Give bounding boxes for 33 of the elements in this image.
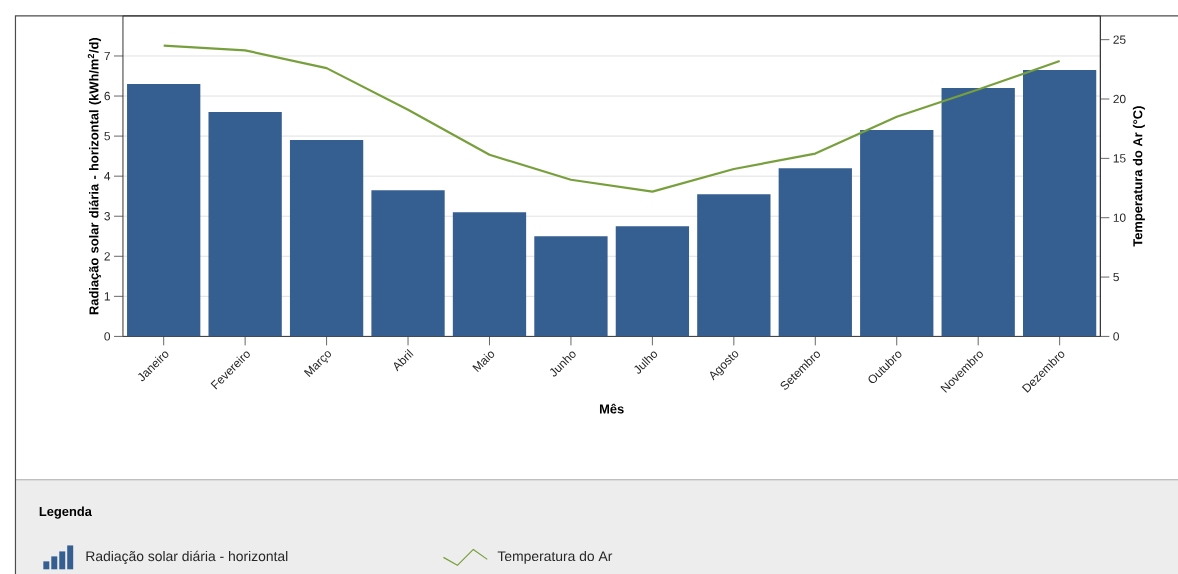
y-tick-label: 4 (104, 171, 111, 181)
y-tick-label: 2 (104, 252, 110, 261)
bar (860, 129, 934, 337)
bar (534, 236, 608, 337)
y-tick-label: 1 (104, 292, 110, 301)
bar (1023, 69, 1097, 337)
bar (778, 168, 852, 337)
bar (941, 87, 1015, 337)
line-series (162, 44, 1061, 193)
bar (371, 190, 445, 337)
y2-tick-label: 10 (1113, 213, 1126, 222)
bar (697, 194, 771, 337)
bar (452, 212, 527, 337)
y2-axis-title: Temperatura do Ar (°C) (1132, 106, 1145, 247)
bar (127, 83, 201, 337)
y2-tick-label: 20 (1113, 94, 1126, 104)
y-tick-label: 6 (104, 91, 110, 101)
y2-tick-label: 5 (1113, 272, 1119, 282)
legend-label: Radiação solar diária - horizontal (86, 550, 288, 564)
y-axis-title: Radiação solar diária - horizontal (kWh/m$^{2}$/d) (87, 37, 102, 315)
bar (208, 111, 282, 337)
bar (289, 139, 364, 337)
bar (615, 226, 690, 337)
y2-tick-label: 15 (1113, 154, 1126, 163)
y-tick-label: 3 (104, 211, 110, 221)
legend-title: Legenda (39, 506, 92, 519)
y-tick-label: 7 (104, 51, 110, 60)
y2-tick-label: 0 (1113, 332, 1119, 341)
y2-tick-label: 25 (1113, 35, 1126, 44)
y-tick-label: 0 (104, 332, 111, 341)
legend-label: Temperatura do Ar (497, 550, 613, 564)
x-axis-title: Mês (599, 403, 624, 414)
y-tick-label: 5 (104, 131, 110, 141)
